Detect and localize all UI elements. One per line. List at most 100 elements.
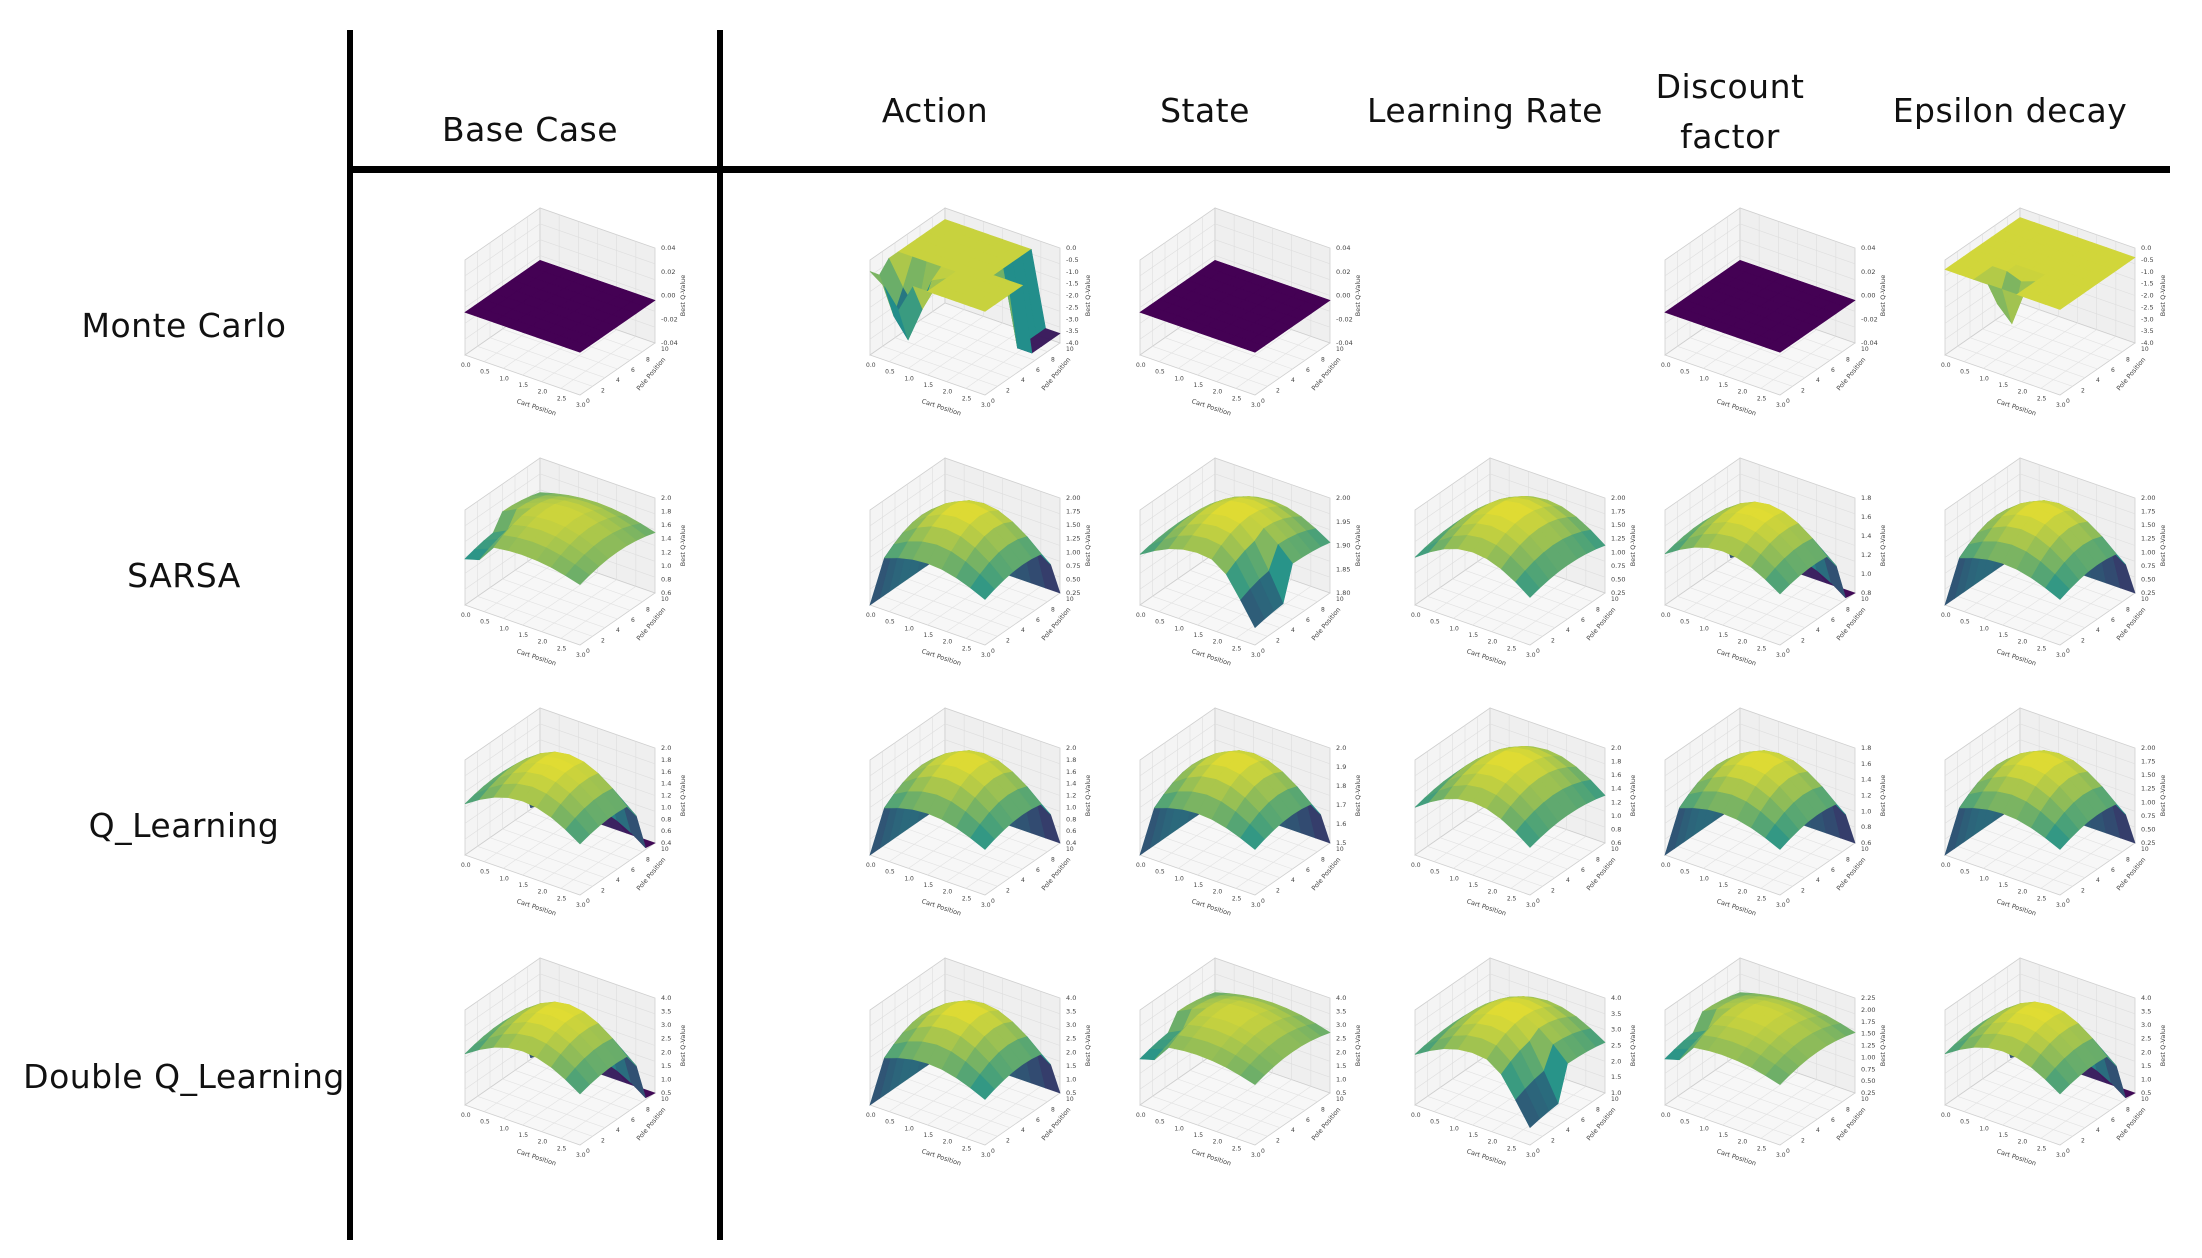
- z-axis-label: Best Q-Value: [1354, 525, 1362, 567]
- z-axis-label: Best Q-Value: [1084, 275, 1092, 317]
- z-tick-label: 2.00: [1066, 494, 1080, 502]
- y-tick-label: 2: [601, 888, 605, 895]
- y-tick-label: 0: [991, 898, 995, 905]
- z-tick-label: 0.02: [661, 268, 675, 276]
- x-tick-label: 1.5: [1999, 382, 2009, 389]
- x-tick-label: 1.5: [924, 882, 934, 889]
- x-tick-label: 1.0: [1979, 875, 1989, 882]
- surface-mesh: [1414, 745, 1606, 848]
- x-tick-label: 0.0: [1661, 1112, 1671, 1119]
- z-axis-label: Best Q-Value: [1629, 775, 1637, 817]
- x-axis-label: Cart Position: [516, 1147, 558, 1167]
- y-tick-label: 2: [1551, 1138, 1555, 1145]
- z-tick-label: 1.4: [1611, 785, 1621, 793]
- z-tick-label: 3.0: [1066, 1021, 1076, 1029]
- x-tick-label: 0.5: [1155, 1119, 1165, 1126]
- y-tick-label: 10: [1861, 846, 1869, 853]
- y-tick-label: 8: [1321, 856, 1325, 863]
- y-axis-label: Pole Position: [1835, 356, 1867, 392]
- surface-mesh: [1139, 750, 1331, 856]
- y-tick-label: 2: [1276, 388, 1280, 395]
- x-tick-label: 1.0: [499, 1125, 509, 1132]
- z-tick-label: 1.6: [1861, 513, 1871, 521]
- y-axis-label: Pole Position: [2115, 356, 2147, 392]
- z-tick-label: 1.5: [2141, 1062, 2151, 1070]
- x-tick-label: 1.5: [1194, 1132, 1204, 1139]
- z-tick-label: -4.0: [1066, 339, 1079, 347]
- y-tick-label: 4: [1566, 627, 1570, 634]
- z-tick-label: 1.0: [1066, 1075, 1076, 1083]
- y-tick-label: 0: [586, 398, 590, 405]
- x-tick-label: 2.5: [1232, 1145, 1242, 1152]
- y-tick-label: 8: [1051, 856, 1055, 863]
- z-tick-label: 2.0: [1066, 1048, 1076, 1056]
- z-tick-label: 1.4: [661, 535, 671, 543]
- y-tick-label: 0: [2066, 398, 2070, 405]
- x-tick-label: 0.5: [1960, 369, 1970, 376]
- z-tick-label: 0.8: [1611, 825, 1621, 833]
- x-axis-label: Cart Position: [921, 1147, 963, 1167]
- z-tick-label: 3.0: [1611, 1026, 1621, 1034]
- x-tick-label: 2.0: [1213, 889, 1223, 896]
- y-axis-label: Pole Position: [635, 606, 667, 642]
- y-tick-label: 2: [1276, 1138, 1280, 1145]
- z-tick-label: 1.95: [1336, 518, 1350, 526]
- x-tick-label: 0.5: [1680, 369, 1690, 376]
- x-tick-label: 1.5: [1194, 632, 1204, 639]
- z-tick-label: 0.8: [1861, 589, 1871, 597]
- y-tick-label: 6: [1831, 367, 1835, 374]
- y-tick-label: 6: [631, 1117, 635, 1124]
- z-tick-label: 1.0: [661, 803, 671, 811]
- y-tick-label: 10: [1861, 596, 1869, 603]
- y-tick-label: 2: [1276, 888, 1280, 895]
- y-tick-label: 6: [1581, 867, 1585, 874]
- x-axis-label: Cart Position: [1996, 1147, 2038, 1167]
- y-axis-label: Pole Position: [1040, 606, 1072, 642]
- y-tick-label: 10: [1066, 346, 1074, 353]
- z-tick-label: -0.04: [1861, 339, 1878, 347]
- y-tick-label: 10: [2141, 596, 2149, 603]
- y-tick-label: 0: [1786, 1148, 1790, 1155]
- y-tick-label: 10: [1611, 596, 1619, 603]
- z-tick-label: 0.02: [1336, 268, 1350, 276]
- x-tick-label: 0.5: [1680, 869, 1690, 876]
- y-tick-label: 4: [1566, 877, 1570, 884]
- x-tick-label: 2.5: [962, 645, 972, 652]
- z-tick-label: 1.50: [1066, 521, 1080, 529]
- z-tick-label: -0.5: [2141, 256, 2154, 264]
- x-tick-label: 0.5: [480, 1119, 490, 1126]
- z-tick-label: -2.0: [1066, 292, 1079, 300]
- x-tick-label: 2.0: [1488, 639, 1498, 646]
- z-tick-label: 0.25: [2141, 589, 2155, 597]
- x-tick-label: 2.5: [1757, 895, 1767, 902]
- y-axis-label: Pole Position: [1310, 1106, 1342, 1142]
- z-tick-label: 2.00: [1861, 1006, 1875, 1014]
- z-tick-label: 1.5: [1336, 839, 1346, 847]
- z-axis-label: Best Q-Value: [1629, 1025, 1637, 1067]
- z-tick-label: 3.5: [1611, 1010, 1621, 1018]
- z-tick-label: 1.6: [1066, 768, 1076, 776]
- z-tick-label: 1.8: [661, 508, 671, 516]
- y-tick-label: 10: [2141, 346, 2149, 353]
- z-tick-label: 1.75: [2141, 508, 2155, 516]
- x-tick-label: 0.5: [1680, 1119, 1690, 1126]
- z-tick-label: 3.5: [661, 1008, 671, 1016]
- surface-mesh: [869, 750, 1061, 856]
- x-tick-label: 0.5: [885, 869, 895, 876]
- y-axis-label: Pole Position: [1835, 856, 1867, 892]
- y-tick-label: 0: [991, 398, 995, 405]
- y-tick-label: 6: [1831, 617, 1835, 624]
- x-tick-label: 1.5: [1469, 1132, 1479, 1139]
- y-tick-label: 8: [1846, 356, 1850, 363]
- z-tick-label: 0.6: [1066, 827, 1076, 835]
- x-tick-label: 2.0: [943, 389, 953, 396]
- z-tick-label: 1.75: [1611, 508, 1625, 516]
- z-tick-label: 0.02: [1861, 268, 1875, 276]
- z-axis-label: Best Q-Value: [1354, 1025, 1362, 1067]
- y-tick-label: 0: [1536, 648, 1540, 655]
- y-tick-label: 10: [1066, 846, 1074, 853]
- z-tick-label: 1.85: [1336, 565, 1350, 573]
- x-tick-label: 0.5: [1155, 619, 1165, 626]
- x-tick-label: 2.0: [1488, 889, 1498, 896]
